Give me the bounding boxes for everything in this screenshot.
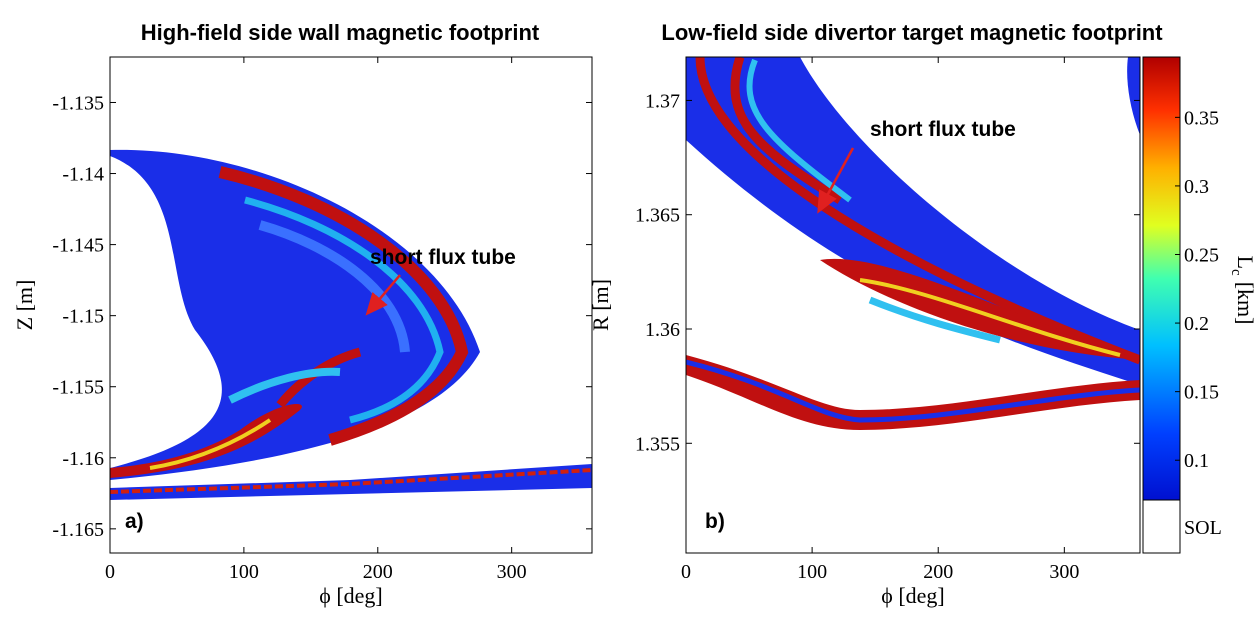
- footprint-region: [1127, 57, 1140, 135]
- band: [110, 404, 302, 478]
- band: [244, 196, 444, 424]
- colorbar-extra-label: SOL: [1184, 517, 1222, 539]
- band: [859, 278, 1121, 357]
- annotation: short flux tube: [370, 246, 516, 269]
- colorbar-tick-label: 0.35: [1184, 107, 1219, 129]
- colorbar: [1143, 57, 1180, 500]
- colorbar-tick-label: 0.1: [1184, 450, 1209, 472]
- axes-frame: [109, 56, 593, 554]
- x-tick-label: 200: [363, 561, 393, 583]
- annotation: short flux tube: [870, 118, 1016, 141]
- y-axis-label: R [m]: [588, 279, 613, 331]
- x-tick-label: 0: [681, 561, 691, 583]
- streak: [686, 355, 1140, 430]
- colorbar-label-main: L: [1233, 256, 1258, 269]
- x-axis-label: ϕ [deg]: [319, 583, 383, 608]
- footprint-region: [110, 149, 480, 480]
- streak: [110, 464, 592, 500]
- y-tick-label: -1.15: [62, 306, 104, 328]
- band: [730, 57, 843, 204]
- band: [868, 296, 1001, 344]
- panel-label: a): [125, 510, 144, 533]
- y-tick-label: -1.165: [52, 519, 104, 541]
- band: [746, 58, 852, 203]
- panel-label: b): [705, 510, 725, 533]
- x-tick-label: 300: [1049, 561, 1079, 583]
- colorbar-tick-label: 0.15: [1184, 382, 1219, 404]
- y-tick-label: -1.14: [62, 164, 104, 186]
- band: [228, 367, 341, 404]
- band: [149, 418, 272, 470]
- footprint-b: [686, 57, 1140, 430]
- colorbar-label-unit: [km]: [1233, 282, 1258, 325]
- streak: [686, 359, 1140, 423]
- x-tick-label: 200: [923, 561, 953, 583]
- y-tick-label: 1.37: [645, 90, 680, 112]
- colorbar-frame: [1142, 56, 1181, 554]
- axes-frame: [685, 56, 1141, 554]
- y-tick-label: -1.135: [52, 92, 104, 114]
- y-tick-label: 1.355: [635, 433, 680, 455]
- y-tick-label: 1.36: [645, 319, 680, 341]
- arrow: [365, 274, 401, 316]
- y-tick-label: -1.145: [52, 235, 104, 257]
- y-tick-label: -1.16: [62, 448, 104, 470]
- x-tick-label: 300: [497, 561, 527, 583]
- x-axis-label: ϕ [deg]: [881, 583, 945, 608]
- band: [820, 258, 1140, 360]
- band: [218, 166, 469, 446]
- colorbar-tick-label: 0.25: [1184, 244, 1219, 266]
- arrow: [817, 147, 855, 214]
- chart-title: Low-field side divertor target magnetic …: [661, 20, 1163, 45]
- y-axis-label: Z [m]: [12, 280, 37, 331]
- streak: [110, 468, 592, 494]
- x-tick-label: 100: [797, 561, 827, 583]
- y-tick-label: -1.155: [52, 377, 104, 399]
- band: [258, 220, 410, 353]
- footprint-region: [686, 57, 1140, 385]
- footprint-a: [110, 149, 592, 500]
- chart-title: High-field side wall magnetic footprint: [141, 20, 540, 45]
- colorbar-label-sub: c: [1228, 269, 1244, 276]
- colorbar-tick-label: 0.3: [1184, 176, 1209, 198]
- x-tick-label: 0: [105, 561, 115, 583]
- y-tick-label: 1.365: [635, 205, 680, 227]
- x-tick-label: 100: [229, 561, 259, 583]
- colorbar-tick-label: 0.2: [1184, 313, 1209, 335]
- colorbar-label: Lc [km]: [1228, 256, 1258, 325]
- colorbar-label: Lc [km]: [1228, 256, 1258, 325]
